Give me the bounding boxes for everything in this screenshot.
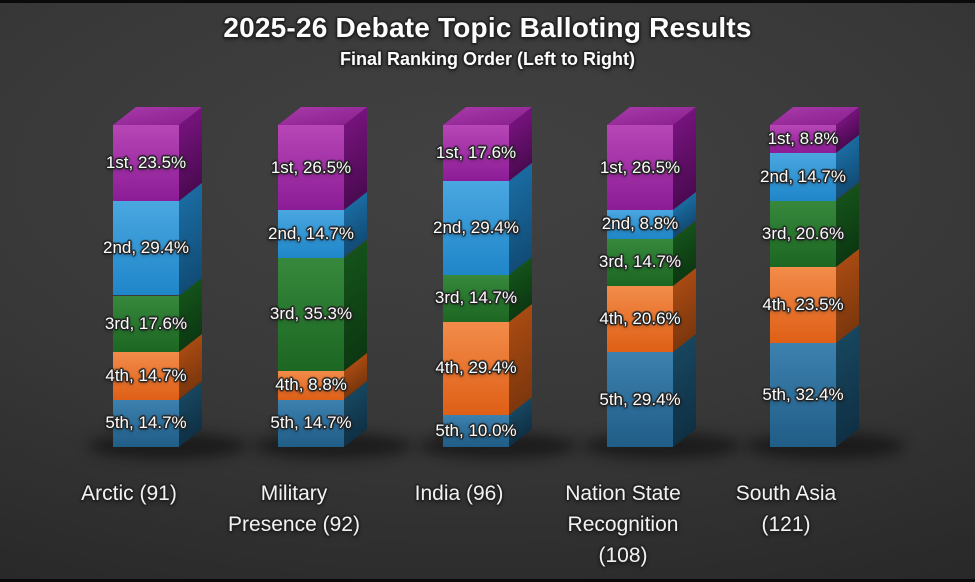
- bar-5-data-label-4th: 4th, 23.5%: [762, 294, 844, 314]
- bar-5-segment-4th-front: [770, 267, 836, 343]
- top-edge-strip: [0, 0, 975, 3]
- bar-5-data-label-3rd: 3rd, 20.6%: [761, 223, 845, 243]
- bar-1-segment-3rd-front: [113, 295, 179, 353]
- category-label-2: Military Presence (92): [184, 478, 404, 540]
- bar-2-segment-2nd-front: [278, 210, 344, 258]
- bar-5-segment-1st-front: [770, 125, 836, 154]
- bar-4-segment-2nd-front: [607, 210, 673, 239]
- chart-subtitle: Final Ranking Order (Left to Right): [340, 49, 635, 69]
- category-label-line: (108): [598, 544, 648, 567]
- bar-1-segment-1st-front: [113, 125, 179, 201]
- bar-2-segment-5th-front: [278, 399, 344, 447]
- bottom-edge-strip: [0, 579, 975, 582]
- bar-1-segment-4th-front: [113, 352, 179, 400]
- category-label-line: Military: [260, 482, 328, 505]
- bar-2-data-label-5th: 5th, 14.7%: [270, 413, 352, 433]
- category-label-line: Presence (92): [228, 513, 360, 536]
- bar-1-data-label-1st: 1st, 23.5%: [105, 152, 187, 172]
- bar-3-segment-4th-front: [443, 321, 509, 416]
- category-label-4: Nation State Recognition (108): [513, 478, 733, 571]
- category-label-5: South Asia (121): [676, 478, 896, 540]
- bar-4-segment-3rd-front: [607, 238, 673, 286]
- bar-3-segment-2nd-front: [443, 181, 509, 275]
- category-label-1: Arctic (91): [19, 478, 239, 509]
- bar-5-segment-5th-front: [770, 342, 836, 447]
- bar-4-segment-5th-front: [607, 352, 673, 447]
- bar-3-data-label-5th: 5th, 10.0%: [435, 421, 517, 441]
- bar-2-segment-1st-front: [278, 125, 344, 211]
- bar-3-segment-5th-front: [443, 415, 509, 447]
- bar-1-segment-5th-front: [113, 399, 179, 447]
- bar-1-data-label-5th: 5th, 14.7%: [105, 413, 187, 433]
- category-label-line: South Asia: [735, 482, 837, 505]
- bar-1-data-label-2nd: 2nd, 29.4%: [102, 238, 189, 258]
- bar-4-data-label-5th: 5th, 29.4%: [599, 389, 681, 409]
- bar-2-data-label-4th: 4th, 8.8%: [275, 375, 347, 395]
- bar-1-data-label-4th: 4th, 14.7%: [105, 365, 187, 385]
- category-label-3: India (96): [349, 478, 569, 509]
- bar-4-data-label-1st: 1st, 26.5%: [599, 157, 681, 177]
- bar-5-data-label-5th: 5th, 32.4%: [762, 384, 844, 404]
- bar-3-data-label-2nd: 2nd, 29.4%: [432, 217, 519, 237]
- chart-title: 2025-26 Debate Topic Balloting Results: [223, 12, 752, 43]
- bar-5-data-label-1st: 1st, 8.8%: [767, 129, 839, 149]
- bar-1-data-label-3rd: 3rd, 17.6%: [104, 313, 188, 333]
- bar-5-segment-2nd-front: [770, 153, 836, 201]
- bar-3-data-label-4th: 4th, 29.4%: [435, 358, 517, 378]
- bar-3-segment-1st-front: [443, 125, 509, 182]
- category-label-line: (121): [761, 513, 811, 536]
- bar-4-data-label-2nd: 2nd, 8.8%: [601, 214, 679, 234]
- bar-5-data-label-2nd: 2nd, 14.7%: [759, 167, 846, 186]
- bar-2-segment-3rd-front: [278, 257, 344, 372]
- bar-4-data-label-3rd: 3rd, 14.7%: [598, 252, 682, 272]
- bar-4-data-label-4th: 4th, 20.6%: [599, 309, 681, 329]
- bar-4-segment-1st-front: [607, 125, 673, 211]
- bar-2-data-label-1st: 1st, 26.5%: [270, 157, 352, 177]
- bar-2-segment-4th-front: [278, 371, 344, 400]
- bar-1-segment-2nd-front: [113, 200, 179, 296]
- bar-2-data-label-3rd: 3rd, 35.3%: [269, 304, 353, 324]
- category-label-line: Arctic (91): [81, 482, 177, 505]
- bar-2-data-label-2nd: 2nd, 14.7%: [267, 223, 354, 243]
- bar-3-segment-3rd-front: [443, 274, 509, 322]
- category-label-line: India (96): [414, 482, 504, 505]
- bar-3-data-label-3rd: 3rd, 14.7%: [434, 288, 518, 308]
- category-label-line: Nation State: [565, 482, 681, 505]
- category-label-line: Recognition: [567, 513, 679, 536]
- bar-3-data-label-1st: 1st, 17.6%: [435, 143, 517, 163]
- bar-4-segment-4th-front: [607, 286, 673, 353]
- bar-5-segment-3rd-front: [770, 200, 836, 267]
